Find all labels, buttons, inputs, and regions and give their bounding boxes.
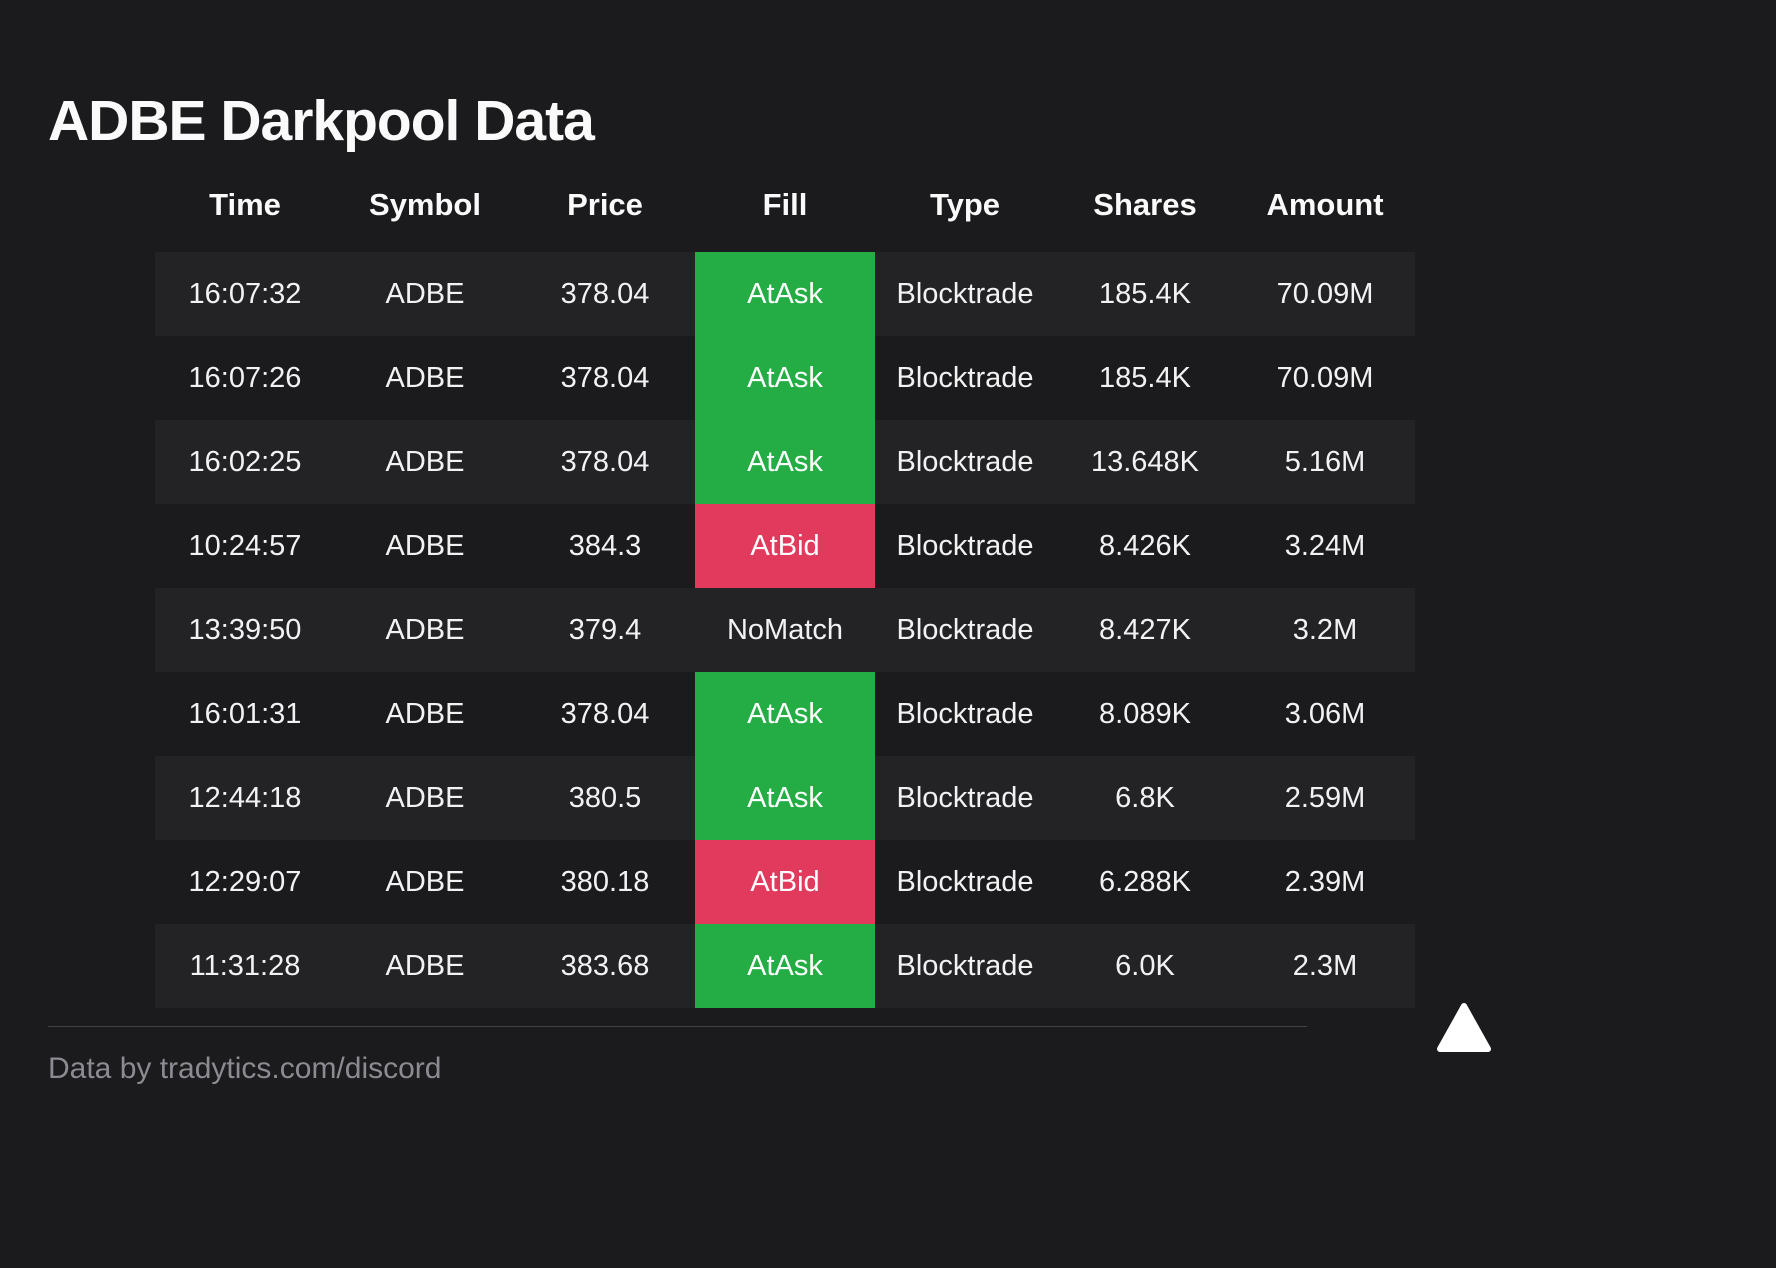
cell-symbol: ADBE bbox=[385, 613, 465, 646]
table-row: 16:01:31 ADBE 378.04 AtAsk Blocktrade 8.089K 3… bbox=[155, 672, 1415, 756]
cell-shares: 6.0K bbox=[1115, 949, 1175, 982]
column-header-fill: Fill bbox=[762, 187, 808, 222]
cell-time: 11:31:28 bbox=[189, 949, 301, 982]
column-header-amount: Amount bbox=[1266, 187, 1384, 222]
cell-type: Blocktrade bbox=[896, 949, 1034, 982]
cell-amount: 2.39M bbox=[1284, 865, 1366, 898]
cell-type: Blocktrade bbox=[896, 613, 1034, 646]
footer-divider bbox=[48, 1026, 1307, 1027]
table-row: 12:44:18 ADBE 380.5 AtAsk Blocktrade 6.8K 2.59… bbox=[155, 756, 1415, 840]
cell-shares: 6.8K bbox=[1115, 781, 1175, 814]
column-header-symbol: Symbol bbox=[369, 187, 481, 222]
cell-price: 378.04 bbox=[560, 361, 650, 394]
cell-symbol: ADBE bbox=[385, 697, 465, 730]
cell-amount: 3.06M bbox=[1284, 697, 1366, 730]
cell-time: 13:39:50 bbox=[188, 613, 302, 646]
cell-fill: AtAsk bbox=[695, 336, 875, 420]
table-row: 11:31:28 ADBE 383.68 AtAsk Blocktrade 6.0K 2.3… bbox=[155, 924, 1415, 1008]
cell-type: Blocktrade bbox=[896, 445, 1034, 478]
column-header-shares: Shares bbox=[1093, 187, 1197, 222]
table-row: 16:07:32 ADBE 378.04 AtAsk Blocktrade 185.4K 7… bbox=[155, 252, 1415, 336]
cell-fill: AtBid bbox=[695, 504, 875, 588]
column-header-time: Time bbox=[209, 187, 281, 222]
darkpool-table: Time Symbol Price Fill Type Shares Amount 16:0… bbox=[155, 172, 1415, 1008]
cell-amount: 5.16M bbox=[1284, 445, 1366, 478]
table-row: 12:29:07 ADBE 380.18 AtBid Blocktrade 6.288K 2… bbox=[155, 840, 1415, 924]
cell-fill: AtAsk bbox=[695, 756, 875, 840]
cell-price: 384.3 bbox=[568, 529, 642, 562]
cell-shares: 13.648K bbox=[1090, 445, 1200, 478]
cell-symbol: ADBE bbox=[385, 781, 465, 814]
cell-shares: 185.4K bbox=[1099, 361, 1191, 394]
cell-time: 12:29:07 bbox=[188, 865, 302, 898]
cell-amount: 2.59M bbox=[1284, 781, 1366, 814]
cell-amount: 70.09M bbox=[1276, 361, 1374, 394]
cell-time: 16:01:31 bbox=[188, 697, 302, 730]
cell-amount: 70.09M bbox=[1276, 277, 1374, 310]
cell-time: 16:02:25 bbox=[188, 445, 302, 478]
cell-price: 378.04 bbox=[560, 277, 650, 310]
table-row: 16:02:25 ADBE 378.04 AtAsk Blocktrade 13.648K… bbox=[155, 420, 1415, 504]
data-credit: Data by tradytics.com/discord bbox=[48, 1052, 442, 1085]
column-header-type: Type bbox=[929, 187, 1001, 222]
cell-price: 380.5 bbox=[568, 781, 642, 814]
table-body: 16:07:32 ADBE 378.04 AtAsk Blocktrade 185.4K 7… bbox=[155, 252, 1415, 1008]
cell-fill: AtAsk bbox=[695, 924, 875, 1008]
cell-type: Blocktrade bbox=[896, 277, 1034, 310]
table-row: 13:39:50 ADBE 379.4 NoMatch Blocktrade 8.427K… bbox=[155, 588, 1415, 672]
cell-type: Blocktrade bbox=[896, 781, 1034, 814]
cell-fill: AtAsk bbox=[695, 672, 875, 756]
cell-type: Blocktrade bbox=[896, 529, 1034, 562]
cell-fill: AtBid bbox=[695, 840, 875, 924]
cell-symbol: ADBE bbox=[385, 277, 465, 310]
cell-symbol: ADBE bbox=[385, 361, 465, 394]
column-header-price: Price bbox=[567, 187, 643, 222]
table-row: 10:24:57 ADBE 384.3 AtBid Blocktrade 8.426K 3.… bbox=[155, 504, 1415, 588]
cell-fill: AtAsk bbox=[695, 252, 875, 336]
cell-price: 378.04 bbox=[560, 445, 650, 478]
cell-price: 379.4 bbox=[568, 613, 642, 646]
cell-amount: 3.24M bbox=[1284, 529, 1366, 562]
cell-type: Blocktrade bbox=[896, 865, 1034, 898]
cell-fill: NoMatch bbox=[726, 613, 844, 646]
table-row: 16:07:26 ADBE 378.04 AtAsk Blocktrade 185.4K 7… bbox=[155, 336, 1415, 420]
cell-time: 10:24:57 bbox=[188, 529, 302, 562]
tradytics-triangle-logo-icon bbox=[1436, 1000, 1492, 1056]
cell-price: 383.68 bbox=[560, 949, 650, 982]
cell-symbol: ADBE bbox=[385, 949, 465, 982]
cell-type: Blocktrade bbox=[896, 361, 1034, 394]
cell-time: 16:07:26 bbox=[188, 361, 302, 394]
cell-amount: 2.3M bbox=[1292, 949, 1358, 982]
cell-shares: 6.288K bbox=[1099, 865, 1191, 898]
cell-shares: 185.4K bbox=[1099, 277, 1191, 310]
cell-type: Blocktrade bbox=[896, 697, 1034, 730]
cell-shares: 8.426K bbox=[1099, 529, 1191, 562]
cell-time: 16:07:32 bbox=[188, 277, 302, 310]
cell-symbol: ADBE bbox=[385, 445, 465, 478]
cell-price: 380.18 bbox=[560, 865, 650, 898]
cell-shares: 8.427K bbox=[1099, 613, 1191, 646]
cell-amount: 3.2M bbox=[1292, 613, 1358, 646]
cell-symbol: ADBE bbox=[385, 865, 465, 898]
cell-price: 378.04 bbox=[560, 697, 650, 730]
cell-fill: AtAsk bbox=[695, 420, 875, 504]
page-title: ADBE Darkpool Data bbox=[48, 89, 595, 154]
table-header-row: Time Symbol Price Fill Type Shares Amount bbox=[155, 172, 1415, 238]
cell-time: 12:44:18 bbox=[188, 781, 302, 814]
cell-shares: 8.089K bbox=[1099, 697, 1191, 730]
cell-symbol: ADBE bbox=[385, 529, 465, 562]
